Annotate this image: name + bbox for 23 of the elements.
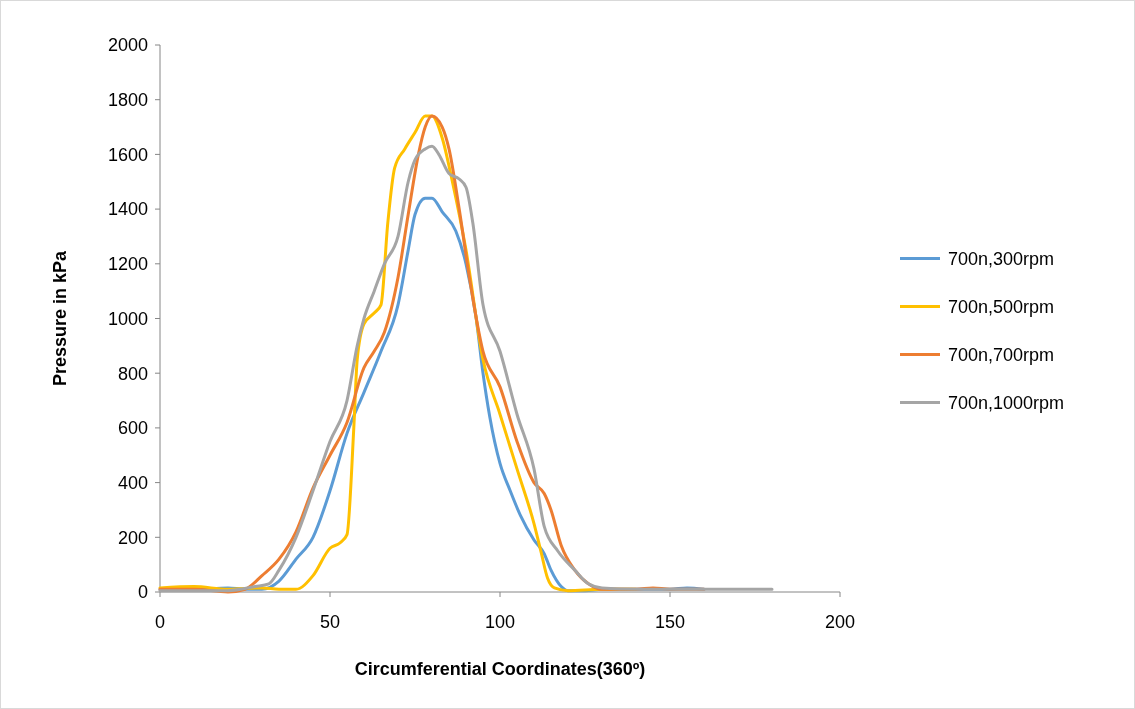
legend-label: 700n,700rpm bbox=[948, 344, 1055, 365]
y-tick-label: 1800 bbox=[107, 90, 148, 110]
x-tick-label: 200 bbox=[824, 612, 856, 632]
legend-label: 700n,300rpm bbox=[948, 248, 1055, 269]
legend-label: 700n,500rpm bbox=[948, 296, 1055, 317]
y-tick-label: 0 bbox=[137, 582, 148, 603]
y-tick-label: 1400 bbox=[107, 199, 148, 220]
y-tick-label: 400 bbox=[117, 472, 148, 493]
y-tick-label: 1000 bbox=[107, 308, 148, 329]
x-tick-label: 0 bbox=[154, 612, 166, 632]
legend-label: 700n,1000rpm bbox=[948, 392, 1065, 413]
x-tick-label: 50 bbox=[319, 612, 341, 632]
x-axis-title: Circumferential Coordinates(360º) bbox=[354, 659, 646, 679]
y-tick-label: 2000 bbox=[107, 35, 148, 56]
y-tick-label: 200 bbox=[117, 527, 148, 548]
line-series bbox=[158, 144, 774, 593]
x-tick-label: 100 bbox=[484, 612, 516, 632]
y-axis-title: Pressure in kPa bbox=[50, 249, 70, 387]
y-tick-label: 800 bbox=[117, 363, 148, 384]
x-tick-label: 150 bbox=[654, 612, 686, 632]
y-tick-label: 600 bbox=[117, 418, 148, 439]
y-tick-label: 1600 bbox=[107, 144, 148, 165]
y-tick-label: 1200 bbox=[107, 254, 148, 275]
